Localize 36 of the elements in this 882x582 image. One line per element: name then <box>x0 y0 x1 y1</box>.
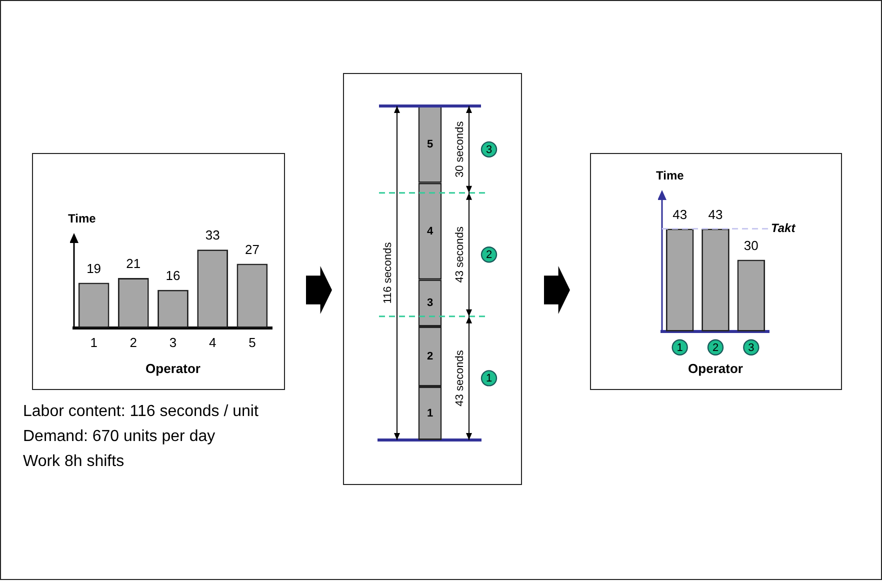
data-label: 30 <box>744 238 758 253</box>
x-tick-label: 3 <box>169 335 177 350</box>
series-label: 3 <box>426 297 434 310</box>
x-tick-label: 1 <box>90 335 98 350</box>
data-label: 21 <box>126 256 141 272</box>
x-axis-title: Operator <box>146 360 200 376</box>
text: 1 <box>486 372 492 385</box>
x-tick-label: 4 <box>208 335 216 350</box>
y-axis-title: Time <box>656 168 684 182</box>
data-label: 16 <box>166 268 180 283</box>
x-tick-label: 2 <box>712 342 719 354</box>
text: 2 <box>486 249 492 262</box>
series-label: 1 <box>426 407 434 420</box>
text: 116 seconds <box>382 242 394 304</box>
series-label: 5 <box>426 138 434 150</box>
data-label: 43 <box>708 206 723 222</box>
text: 43 seconds <box>454 226 466 283</box>
data-label: 43 <box>672 206 688 222</box>
text: 3 <box>486 144 492 156</box>
series-label: 2 <box>426 350 434 363</box>
data-label: 27 <box>244 242 260 257</box>
text: 30 seconds <box>454 120 466 178</box>
x-tick-label: 2 <box>130 335 138 350</box>
data-label: 19 <box>86 260 102 276</box>
data-label: 33 <box>205 228 220 243</box>
text: Labor content: 116 seconds / unit <box>23 402 258 422</box>
x-tick-label: 1 <box>676 342 683 354</box>
text: 43 seconds <box>454 350 466 406</box>
series-label: 4 <box>426 225 434 238</box>
x-axis-title: Operator <box>688 360 743 376</box>
y-axis-title: Time <box>68 211 96 226</box>
ref-line-label: Takt <box>771 221 796 236</box>
x-tick-label: 3 <box>748 342 754 354</box>
x-tick-label: 5 <box>248 335 256 350</box>
text: Work 8h shifts <box>23 452 126 472</box>
text: Demand: 670 units per day <box>23 427 216 447</box>
